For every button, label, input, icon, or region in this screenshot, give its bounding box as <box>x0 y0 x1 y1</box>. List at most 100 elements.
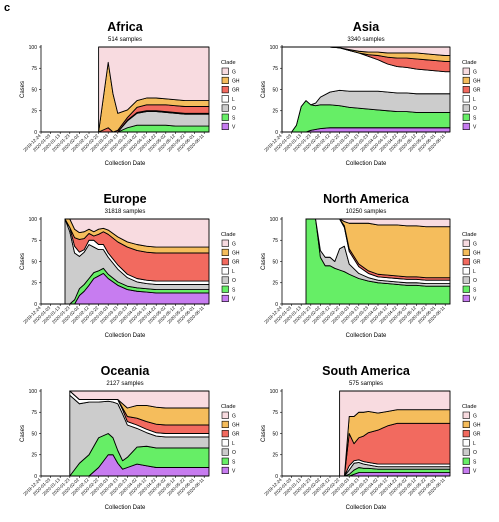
y-tick-label: 75 <box>272 238 278 244</box>
legend-title: Clade <box>221 232 236 238</box>
legend-label-gr: GR <box>232 260 240 266</box>
y-tick-label: 0 <box>275 474 278 480</box>
y-tick-label: 0 <box>275 302 278 308</box>
legend-swatch-g <box>221 239 229 247</box>
y-tick-label: 25 <box>272 453 278 459</box>
legend-label-g: G <box>473 241 477 247</box>
legend-label-o: O <box>473 450 477 456</box>
y-tick-label: 100 <box>270 389 279 395</box>
chart-subtitle: 10250 samples <box>346 209 387 215</box>
legend-swatch-s <box>221 457 229 465</box>
legend-label-v: V <box>232 125 236 131</box>
legend-label-g: G <box>473 69 477 75</box>
legend-label-v: V <box>473 469 477 475</box>
y-tick-label: 100 <box>29 389 38 395</box>
y-axis-label: Cases <box>261 81 267 98</box>
chart-title: Europe <box>103 192 146 206</box>
y-tick-label: 50 <box>272 431 278 437</box>
legend-label-v: V <box>473 125 477 131</box>
legend-label-g: G <box>473 413 477 419</box>
y-tick-label: 50 <box>31 87 37 93</box>
legend-swatch-s <box>462 113 470 121</box>
legend-title: Clade <box>221 60 236 66</box>
y-tick-label: 100 <box>270 45 279 51</box>
legend-swatch-gr <box>462 430 470 438</box>
y-tick-label: 75 <box>31 66 37 72</box>
legend-swatch-o <box>462 448 470 456</box>
legend-swatch-g <box>462 67 470 75</box>
legend-swatch-gh <box>221 248 229 256</box>
legend-label-o: O <box>473 106 477 112</box>
chart-title: North America <box>323 192 410 206</box>
legend-label-l: L <box>232 97 235 103</box>
legend-swatch-gr <box>221 86 229 94</box>
legend-swatch-o <box>221 276 229 284</box>
legend-label-gr: GR <box>232 432 240 438</box>
legend-swatch-v <box>462 466 470 475</box>
legend-swatch-gh <box>462 76 470 84</box>
y-tick-label: 0 <box>34 130 37 136</box>
legend-label-o: O <box>232 278 236 284</box>
y-axis-label: Cases <box>261 425 267 442</box>
legend-swatch-l <box>221 439 229 447</box>
legend-swatch-gh <box>462 248 470 256</box>
legend-label-gr: GR <box>473 88 481 94</box>
legend-swatch-gh <box>221 420 229 429</box>
area-g <box>64 218 210 248</box>
legend-swatch-l <box>221 95 229 103</box>
x-axis-label: Collection Date <box>105 161 146 167</box>
legend-label-s: S <box>473 459 477 465</box>
legend-label-g: G <box>232 413 236 419</box>
legend-swatch-o <box>462 104 470 112</box>
legend-swatch-gr <box>462 258 470 266</box>
legend-label-s: S <box>232 287 236 293</box>
legend-label-l: L <box>473 441 476 447</box>
legend-title: Clade <box>462 404 477 410</box>
legend-swatch-s <box>462 457 470 465</box>
legend-label-o: O <box>232 450 236 456</box>
legend-label-l: L <box>232 441 235 447</box>
chart-title: Oceania <box>101 364 151 378</box>
legend-swatch-v <box>462 122 470 130</box>
legend-swatch-gr <box>221 430 229 438</box>
legend-label-l: L <box>232 269 235 275</box>
y-tick-label: 100 <box>29 45 38 51</box>
area-g <box>98 46 210 133</box>
chart-title: Africa <box>107 20 143 34</box>
legend-swatch-o <box>462 276 470 284</box>
legend-swatch-g <box>221 67 229 75</box>
legend-label-gr: GR <box>232 88 240 94</box>
legend-swatch-gh <box>221 76 229 84</box>
legend-swatch-s <box>221 285 229 293</box>
y-tick-label: 75 <box>31 410 37 416</box>
legend-label-g: G <box>232 69 236 75</box>
legend-label-s: S <box>232 115 236 121</box>
legend-label-v: V <box>232 469 236 475</box>
legend-label-gr: GR <box>473 260 481 266</box>
legend-label-g: G <box>232 241 236 247</box>
legend-label-gh: GH <box>473 251 481 257</box>
legend-swatch-v <box>221 294 229 303</box>
legend-title: Clade <box>462 60 477 66</box>
legend-label-gh: GH <box>232 423 240 429</box>
chart-subtitle: 31818 samples <box>105 209 146 215</box>
legend-swatch-g <box>462 411 470 419</box>
y-tick-label: 100 <box>29 217 38 223</box>
legend-swatch-gr <box>221 258 229 266</box>
y-tick-label: 0 <box>275 130 278 136</box>
x-axis-label: Collection Date <box>105 505 146 511</box>
chart-subtitle: 575 samples <box>349 381 383 387</box>
legend-label-v: V <box>232 297 236 303</box>
legend-label-l: L <box>473 269 476 275</box>
legend-swatch-g <box>462 239 470 247</box>
x-axis-label: Collection Date <box>346 333 387 339</box>
legend-swatch-o <box>221 448 229 456</box>
legend-title: Clade <box>221 404 236 410</box>
y-tick-label: 50 <box>272 87 278 93</box>
legend-swatch-o <box>221 104 229 112</box>
x-axis-label: Collection Date <box>346 505 387 511</box>
